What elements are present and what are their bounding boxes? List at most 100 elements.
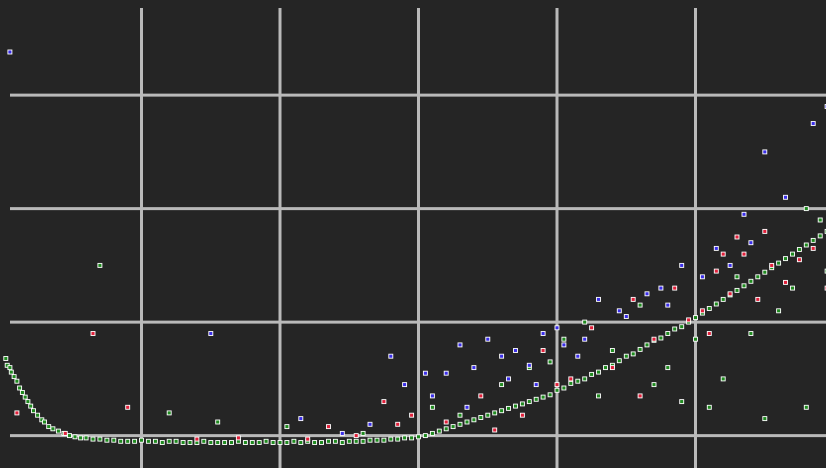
point-s1-153 — [762, 416, 768, 422]
point-s1-38 — [187, 440, 193, 445]
point-s3-8 — [422, 370, 428, 376]
point-s1-158 — [734, 274, 740, 280]
point-s1-144 — [665, 365, 671, 371]
point-s3-5 — [367, 421, 373, 427]
point-s1-156 — [596, 393, 601, 399]
point-s2-5 — [194, 436, 200, 442]
point-s1-82 — [492, 410, 498, 416]
point-s1-93 — [568, 380, 574, 386]
point-s1-159 — [790, 285, 795, 291]
point-s2-17 — [540, 348, 546, 353]
point-s1-72 — [422, 433, 428, 439]
point-s1-64 — [367, 437, 373, 443]
point-s1-15 — [42, 419, 47, 425]
point-s1-50 — [270, 440, 276, 445]
point-s1-98 — [603, 365, 608, 371]
point-s2-22 — [651, 336, 657, 342]
point-s2-33 — [810, 245, 816, 251]
point-s1-73 — [429, 430, 435, 436]
point-s2-1 — [14, 410, 20, 416]
point-s1-102 — [630, 351, 636, 357]
point-s3-38 — [616, 308, 622, 314]
point-s1-134 — [284, 424, 290, 430]
point-s1-113 — [706, 306, 712, 311]
point-s1-49 — [263, 438, 269, 444]
point-s1-103 — [637, 346, 643, 352]
point-s1-9 — [22, 394, 28, 400]
point-s1-131 — [97, 262, 103, 268]
point-s2-9 — [353, 433, 359, 439]
point-s1-100 — [616, 358, 622, 364]
point-s1-68 — [395, 436, 401, 442]
point-s1-46 — [242, 440, 248, 445]
point-s1-71 — [416, 434, 421, 440]
point-s2-28 — [741, 251, 747, 257]
point-s1-28 — [118, 438, 124, 444]
point-s3-16 — [540, 331, 546, 336]
point-s1-87 — [526, 399, 532, 405]
point-s2-29 — [755, 296, 761, 302]
point-s2-32 — [796, 257, 802, 263]
point-s1-1 — [3, 356, 9, 361]
point-s3-40 — [741, 211, 747, 217]
point-s1-128 — [810, 237, 816, 243]
point-s3-1 — [7, 49, 13, 55]
point-s1-132 — [166, 410, 172, 416]
point-s3-4 — [339, 430, 345, 436]
point-s1-36 — [173, 438, 179, 444]
point-s1-140 — [561, 336, 567, 342]
point-s2-40 — [554, 382, 560, 388]
point-s1-84 — [506, 405, 511, 411]
point-s2-11 — [395, 421, 401, 427]
point-s1-141 — [582, 319, 588, 325]
point-s1-20 — [67, 433, 72, 439]
point-s1-65 — [374, 437, 380, 443]
point-s1-57 — [319, 440, 324, 445]
point-s1-62 — [353, 438, 359, 444]
point-s3-35 — [506, 376, 511, 382]
point-s2-36 — [706, 331, 712, 336]
point-s2-13 — [443, 419, 449, 425]
point-s1-61 — [346, 438, 352, 444]
point-s1-44 — [229, 440, 234, 445]
point-s1-147 — [748, 331, 754, 336]
point-s1-31 — [139, 437, 144, 443]
point-s1-133 — [215, 419, 221, 425]
point-s1-138 — [499, 382, 505, 388]
point-s1-109 — [679, 324, 685, 330]
point-s1-95 — [582, 376, 588, 382]
point-s3-26 — [713, 245, 719, 251]
point-s3-37 — [582, 336, 588, 342]
point-s1-157 — [651, 382, 657, 388]
point-s1-86 — [519, 401, 525, 407]
point-s1-53 — [291, 438, 297, 444]
point-s1-25 — [97, 436, 103, 442]
point-s1-17 — [50, 426, 56, 432]
point-s1-40 — [201, 438, 207, 444]
point-s1-117 — [734, 287, 740, 293]
point-s1-13 — [35, 412, 41, 418]
point-s3-19 — [575, 353, 581, 359]
point-s2-14 — [478, 393, 484, 399]
point-s1-11 — [28, 403, 34, 409]
point-s1-114 — [713, 301, 719, 307]
point-s1-3 — [7, 365, 13, 371]
point-s3-23 — [658, 285, 664, 291]
point-s1-125 — [790, 251, 795, 257]
point-s1-126 — [796, 247, 802, 252]
point-s3-2 — [208, 331, 214, 336]
point-s2-27 — [727, 291, 733, 297]
point-s3-12 — [485, 336, 491, 342]
point-s1-154 — [803, 404, 809, 410]
point-s2-35 — [637, 393, 643, 399]
point-s1-155 — [547, 359, 553, 365]
point-s3-17 — [554, 325, 560, 331]
point-s1-143 — [637, 302, 643, 308]
point-s1-118 — [741, 283, 747, 289]
point-s1-48 — [256, 440, 262, 445]
point-s2-19 — [589, 325, 595, 331]
point-s1-42 — [215, 440, 221, 445]
point-s1-47 — [249, 440, 255, 445]
point-s3-15 — [526, 362, 532, 368]
point-s1-43 — [222, 440, 228, 445]
